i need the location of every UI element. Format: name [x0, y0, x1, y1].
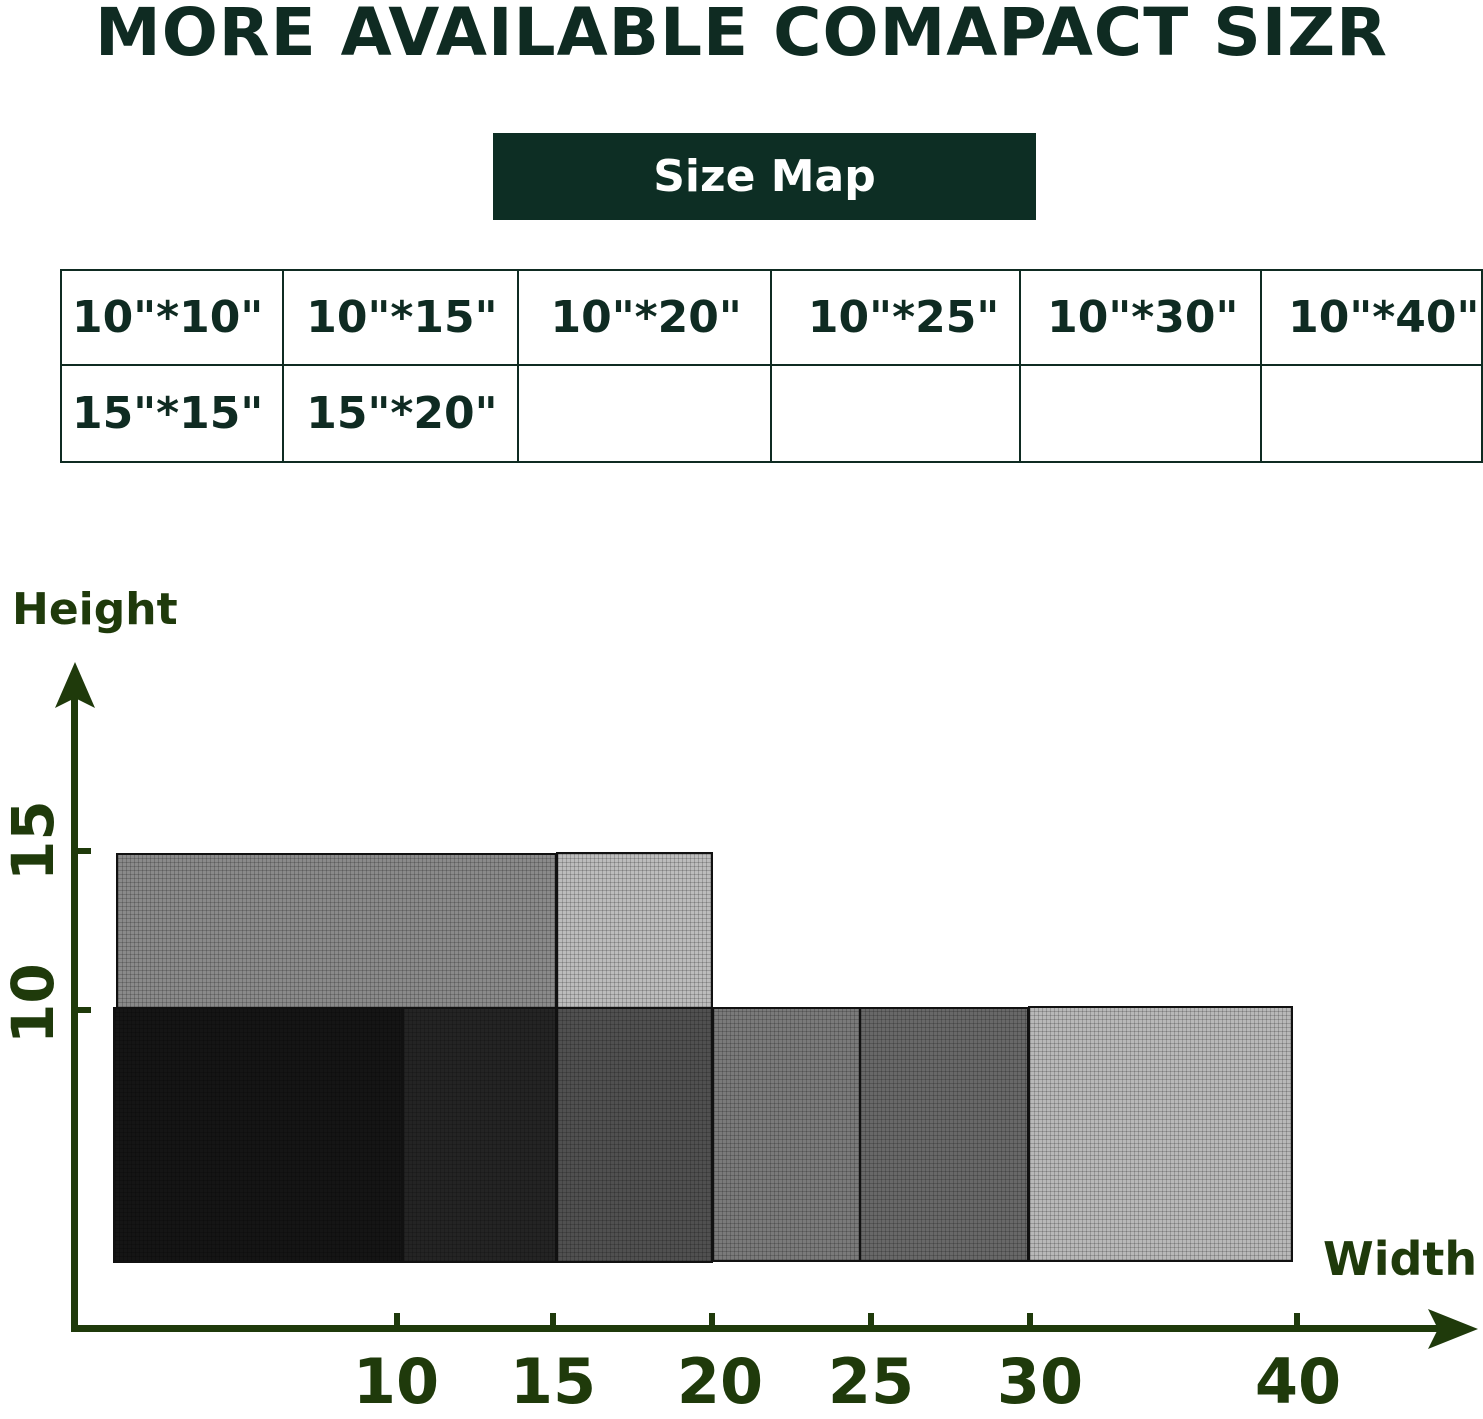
panel-10x25	[712, 1007, 861, 1262]
x-tick	[1027, 1313, 1033, 1328]
x-tick-label: 25	[827, 1345, 915, 1418]
x-tick-label: 30	[996, 1345, 1084, 1418]
y-tick	[71, 848, 91, 854]
x-tick	[709, 1313, 715, 1328]
size-map-banner: Size Map	[493, 133, 1036, 220]
x-tick	[1294, 1313, 1300, 1328]
table-cell	[1019, 364, 1263, 463]
x-tick-label: 15	[509, 1345, 597, 1418]
size-table: 10"*10" 10"*15" 10"*20" 10"*25" 10"*30" …	[59, 269, 1483, 463]
table-cell	[1260, 364, 1483, 463]
x-axis-line	[71, 1325, 1461, 1332]
x-axis-arrow-icon	[1428, 1309, 1478, 1349]
table-cell: 10"*10"	[59, 269, 285, 366]
panel-10x30	[859, 1007, 1029, 1262]
table-cell	[769, 364, 1022, 463]
panel-10x40	[1028, 1006, 1293, 1262]
x-tick	[394, 1313, 400, 1328]
table-cell: 10"*15"	[282, 269, 519, 366]
table-cell: 10"*25"	[769, 269, 1022, 366]
page-title: MORE AVAILABLE COMAPACT SIZR	[95, 0, 1388, 71]
table-cell: 15"*20"	[282, 364, 519, 463]
panel-10x20	[556, 1007, 713, 1263]
table-cell	[516, 364, 772, 463]
table-cell: 10"*40"	[1260, 269, 1483, 366]
y-tick	[71, 1007, 91, 1013]
y-axis-arrow-icon	[55, 662, 95, 708]
y-tick-label: 15	[0, 800, 67, 881]
x-tick-label: 10	[352, 1345, 440, 1418]
x-tick	[550, 1313, 556, 1328]
table-row: 10"*10" 10"*15" 10"*20" 10"*25" 10"*30" …	[59, 269, 1483, 366]
x-axis-label: Width	[1323, 1232, 1478, 1286]
table-row: 15"*15" 15"*20"	[59, 364, 1483, 463]
x-tick-label: 20	[676, 1345, 764, 1418]
panel-10x15	[402, 1007, 557, 1263]
panel-15x15	[116, 853, 557, 1009]
panel-15x20-extension	[556, 852, 713, 1009]
y-tick-label: 10	[0, 963, 67, 1044]
table-cell: 15"*15"	[59, 364, 285, 463]
panel-10x10	[113, 1007, 403, 1263]
y-axis-label: Height	[12, 584, 178, 635]
table-cell: 10"*30"	[1019, 269, 1263, 366]
x-tick-label: 40	[1254, 1345, 1342, 1418]
table-cell: 10"*20"	[516, 269, 772, 366]
x-tick	[868, 1313, 874, 1328]
